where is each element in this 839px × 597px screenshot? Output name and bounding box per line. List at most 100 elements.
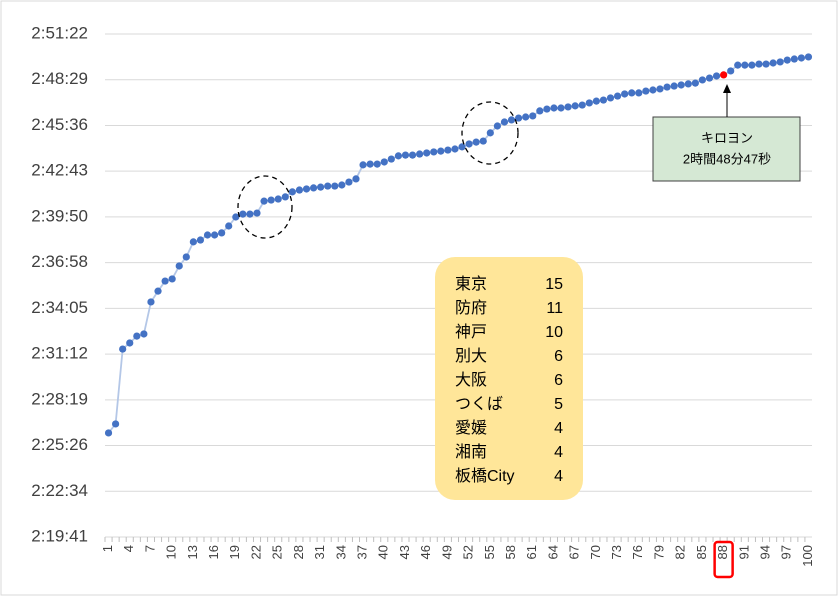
data-point — [536, 107, 544, 115]
y-tick-label: 2:34:05 — [31, 298, 88, 317]
x-tick-label: 52 — [461, 545, 476, 559]
x-tick-label: 46 — [418, 545, 433, 559]
data-point — [599, 96, 608, 104]
data-point — [246, 210, 254, 218]
data-point — [430, 148, 438, 156]
x-tick-label: 28 — [291, 545, 306, 559]
data-point — [783, 56, 791, 64]
data-point — [281, 193, 289, 201]
data-point — [720, 71, 728, 79]
x-tick-label: 55 — [482, 545, 497, 559]
x-tick-label: 85 — [694, 545, 709, 559]
data-point — [734, 61, 742, 69]
data-point — [684, 80, 692, 88]
data-point — [380, 158, 388, 166]
x-tick-label: 10 — [164, 545, 179, 559]
y-tick-label: 2:42:43 — [31, 161, 88, 180]
data-point — [790, 55, 798, 63]
table-name: 湘南 — [455, 443, 487, 461]
data-point — [126, 339, 134, 347]
data-point — [352, 175, 360, 183]
data-point — [472, 138, 480, 146]
table-count: 15 — [545, 276, 563, 293]
table-name: 愛媛 — [455, 419, 487, 437]
data-point — [493, 122, 501, 130]
table-name: 別大 — [455, 347, 487, 365]
y-tick-label: 2:48:29 — [31, 69, 88, 88]
data-point — [373, 160, 381, 168]
x-tick-label: 1 — [100, 545, 115, 552]
data-point — [628, 89, 636, 97]
data-point — [571, 102, 579, 110]
x-tick-label: 76 — [630, 545, 645, 559]
y-tick-label: 2:31:12 — [31, 344, 88, 363]
data-point — [649, 86, 657, 94]
data-point — [557, 104, 565, 112]
x-tick-label: 91 — [736, 545, 751, 559]
x-tick-label: 43 — [397, 545, 412, 559]
data-point — [613, 92, 622, 100]
data-point — [543, 105, 551, 113]
data-point — [514, 114, 523, 122]
data-point — [741, 61, 749, 69]
y-tick-label: 2:19:41 — [31, 526, 88, 545]
data-point — [550, 104, 558, 112]
data-point — [465, 140, 473, 148]
data-point — [444, 146, 452, 154]
annotation-text: 2時間48分47秒 — [683, 151, 771, 166]
data-point — [274, 195, 282, 203]
data-point — [677, 81, 685, 89]
data-point — [387, 155, 395, 163]
data-point — [564, 103, 572, 111]
table-count: 4 — [554, 444, 563, 461]
x-tick-label: 61 — [524, 545, 539, 559]
data-point — [585, 99, 593, 107]
data-point — [119, 345, 127, 353]
x-tick-label: 67 — [567, 545, 582, 559]
x-tick-label: 13 — [185, 545, 200, 559]
dashed-circle — [237, 175, 293, 239]
data-point — [260, 197, 268, 205]
data-point — [154, 287, 162, 295]
table-name: つくば — [455, 395, 503, 413]
data-point — [317, 183, 325, 191]
data-point — [458, 143, 466, 151]
table-count: 4 — [554, 420, 563, 437]
dashed-circle — [461, 101, 519, 165]
data-point — [408, 151, 417, 159]
data-point — [578, 101, 586, 109]
data-point — [196, 236, 205, 244]
y-tick-label: 2:28:19 — [31, 389, 88, 408]
table-name: 神戸 — [455, 323, 487, 341]
x-tick-label: 79 — [651, 545, 666, 559]
data-point — [366, 160, 374, 168]
data-point — [642, 87, 650, 95]
data-point — [309, 184, 318, 192]
data-point — [522, 113, 530, 121]
data-point — [698, 76, 707, 84]
y-tick-label: 2:39:50 — [31, 206, 88, 225]
data-point — [670, 82, 678, 90]
data-point — [727, 67, 735, 75]
x-tick-label: 22 — [248, 545, 263, 559]
data-point — [331, 182, 339, 190]
data-point — [253, 209, 261, 217]
table-name: 大阪 — [455, 371, 487, 389]
data-point — [416, 150, 424, 158]
data-point — [712, 72, 721, 80]
x-tick-label: 70 — [588, 545, 603, 559]
table-count: 6 — [554, 372, 563, 389]
data-point — [182, 253, 190, 261]
y-tick-label: 2:51:22 — [31, 23, 88, 42]
y-tick-label: 2:22:34 — [31, 481, 88, 500]
data-point — [606, 94, 615, 102]
data-point — [175, 262, 183, 270]
data-point — [797, 54, 805, 62]
x-tick-label: 37 — [354, 545, 369, 559]
x-tick-label: 40 — [376, 545, 391, 559]
x-tick-label: 73 — [609, 545, 624, 559]
data-point — [112, 420, 120, 428]
data-point — [218, 229, 226, 237]
